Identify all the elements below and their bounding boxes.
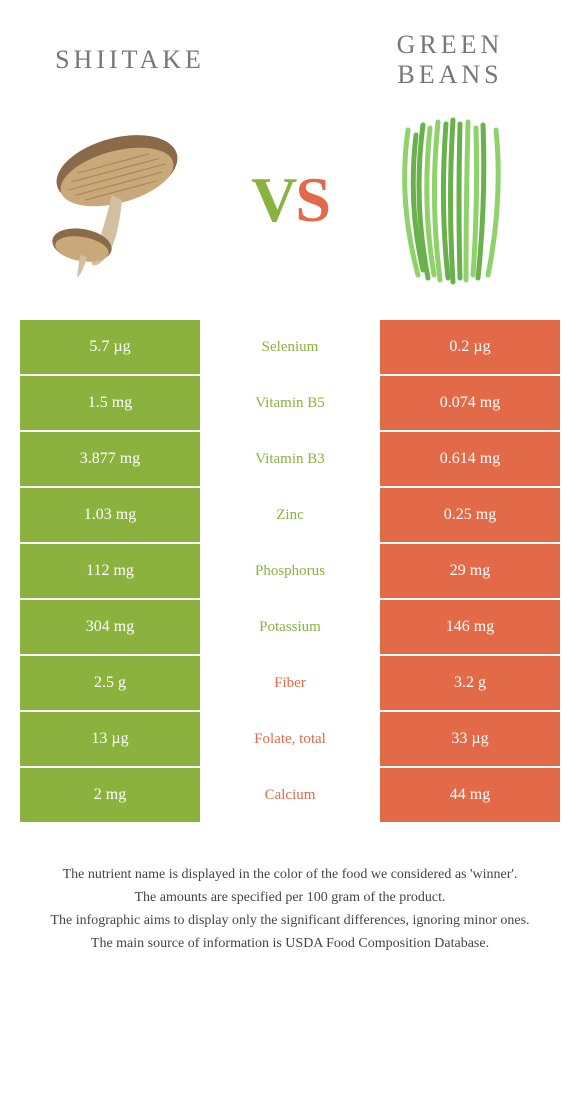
table-row: 3.877 mgVitamin B30.614 mg <box>20 432 560 488</box>
comparison-table: 5.7 µgSelenium0.2 µg1.5 mgVitamin B50.07… <box>20 320 560 824</box>
footer-line: The amounts are specified per 100 gram o… <box>30 887 550 908</box>
left-value: 13 µg <box>20 712 200 766</box>
right-value: 29 mg <box>380 544 560 598</box>
left-value: 112 mg <box>20 544 200 598</box>
footer-line: The main source of information is USDA F… <box>30 933 550 954</box>
table-row: 112 mgPhosphorus29 mg <box>20 544 560 600</box>
table-row: 1.03 mgZinc0.25 mg <box>20 488 560 544</box>
table-row: 2.5 gFiber3.2 g <box>20 656 560 712</box>
right-value: 0.074 mg <box>380 376 560 430</box>
left-value: 3.877 mg <box>20 432 200 486</box>
left-value: 5.7 µg <box>20 320 200 374</box>
left-value: 1.5 mg <box>20 376 200 430</box>
nutrient-name: Calcium <box>200 768 380 822</box>
right-value: 146 mg <box>380 600 560 654</box>
images-row: VS <box>0 100 580 320</box>
right-value: 3.2 g <box>380 656 560 710</box>
right-value: 44 mg <box>380 768 560 822</box>
vs-v-letter: V <box>251 164 295 235</box>
table-row: 304 mgPotassium146 mg <box>20 600 560 656</box>
left-value: 304 mg <box>20 600 200 654</box>
table-row: 2 mgCalcium44 mg <box>20 768 560 824</box>
left-value: 2 mg <box>20 768 200 822</box>
left-value: 1.03 mg <box>20 488 200 542</box>
nutrient-name: Phosphorus <box>200 544 380 598</box>
right-value: 0.614 mg <box>380 432 560 486</box>
header: SHIITAKE GREEN BEANS <box>0 0 580 100</box>
right-value: 33 µg <box>380 712 560 766</box>
left-food-title: SHIITAKE <box>30 45 230 75</box>
nutrient-name: Fiber <box>200 656 380 710</box>
table-row: 13 µgFolate, total33 µg <box>20 712 560 768</box>
right-value: 0.2 µg <box>380 320 560 374</box>
right-value: 0.25 mg <box>380 488 560 542</box>
nutrient-name: Zinc <box>200 488 380 542</box>
nutrient-name: Potassium <box>200 600 380 654</box>
nutrient-name: Folate, total <box>200 712 380 766</box>
table-row: 1.5 mgVitamin B50.074 mg <box>20 376 560 432</box>
vs-label: VS <box>251 163 329 237</box>
nutrient-name: Vitamin B5 <box>200 376 380 430</box>
shiitake-image <box>37 110 217 290</box>
vs-s-letter: S <box>295 164 329 235</box>
green-beans-image <box>363 110 543 290</box>
right-food-title: GREEN BEANS <box>350 30 550 90</box>
footer-line: The nutrient name is displayed in the co… <box>30 864 550 885</box>
table-row: 5.7 µgSelenium0.2 µg <box>20 320 560 376</box>
footer-notes: The nutrient name is displayed in the co… <box>0 824 580 976</box>
nutrient-name: Vitamin B3 <box>200 432 380 486</box>
footer-line: The infographic aims to display only the… <box>30 910 550 931</box>
nutrient-name: Selenium <box>200 320 380 374</box>
left-value: 2.5 g <box>20 656 200 710</box>
